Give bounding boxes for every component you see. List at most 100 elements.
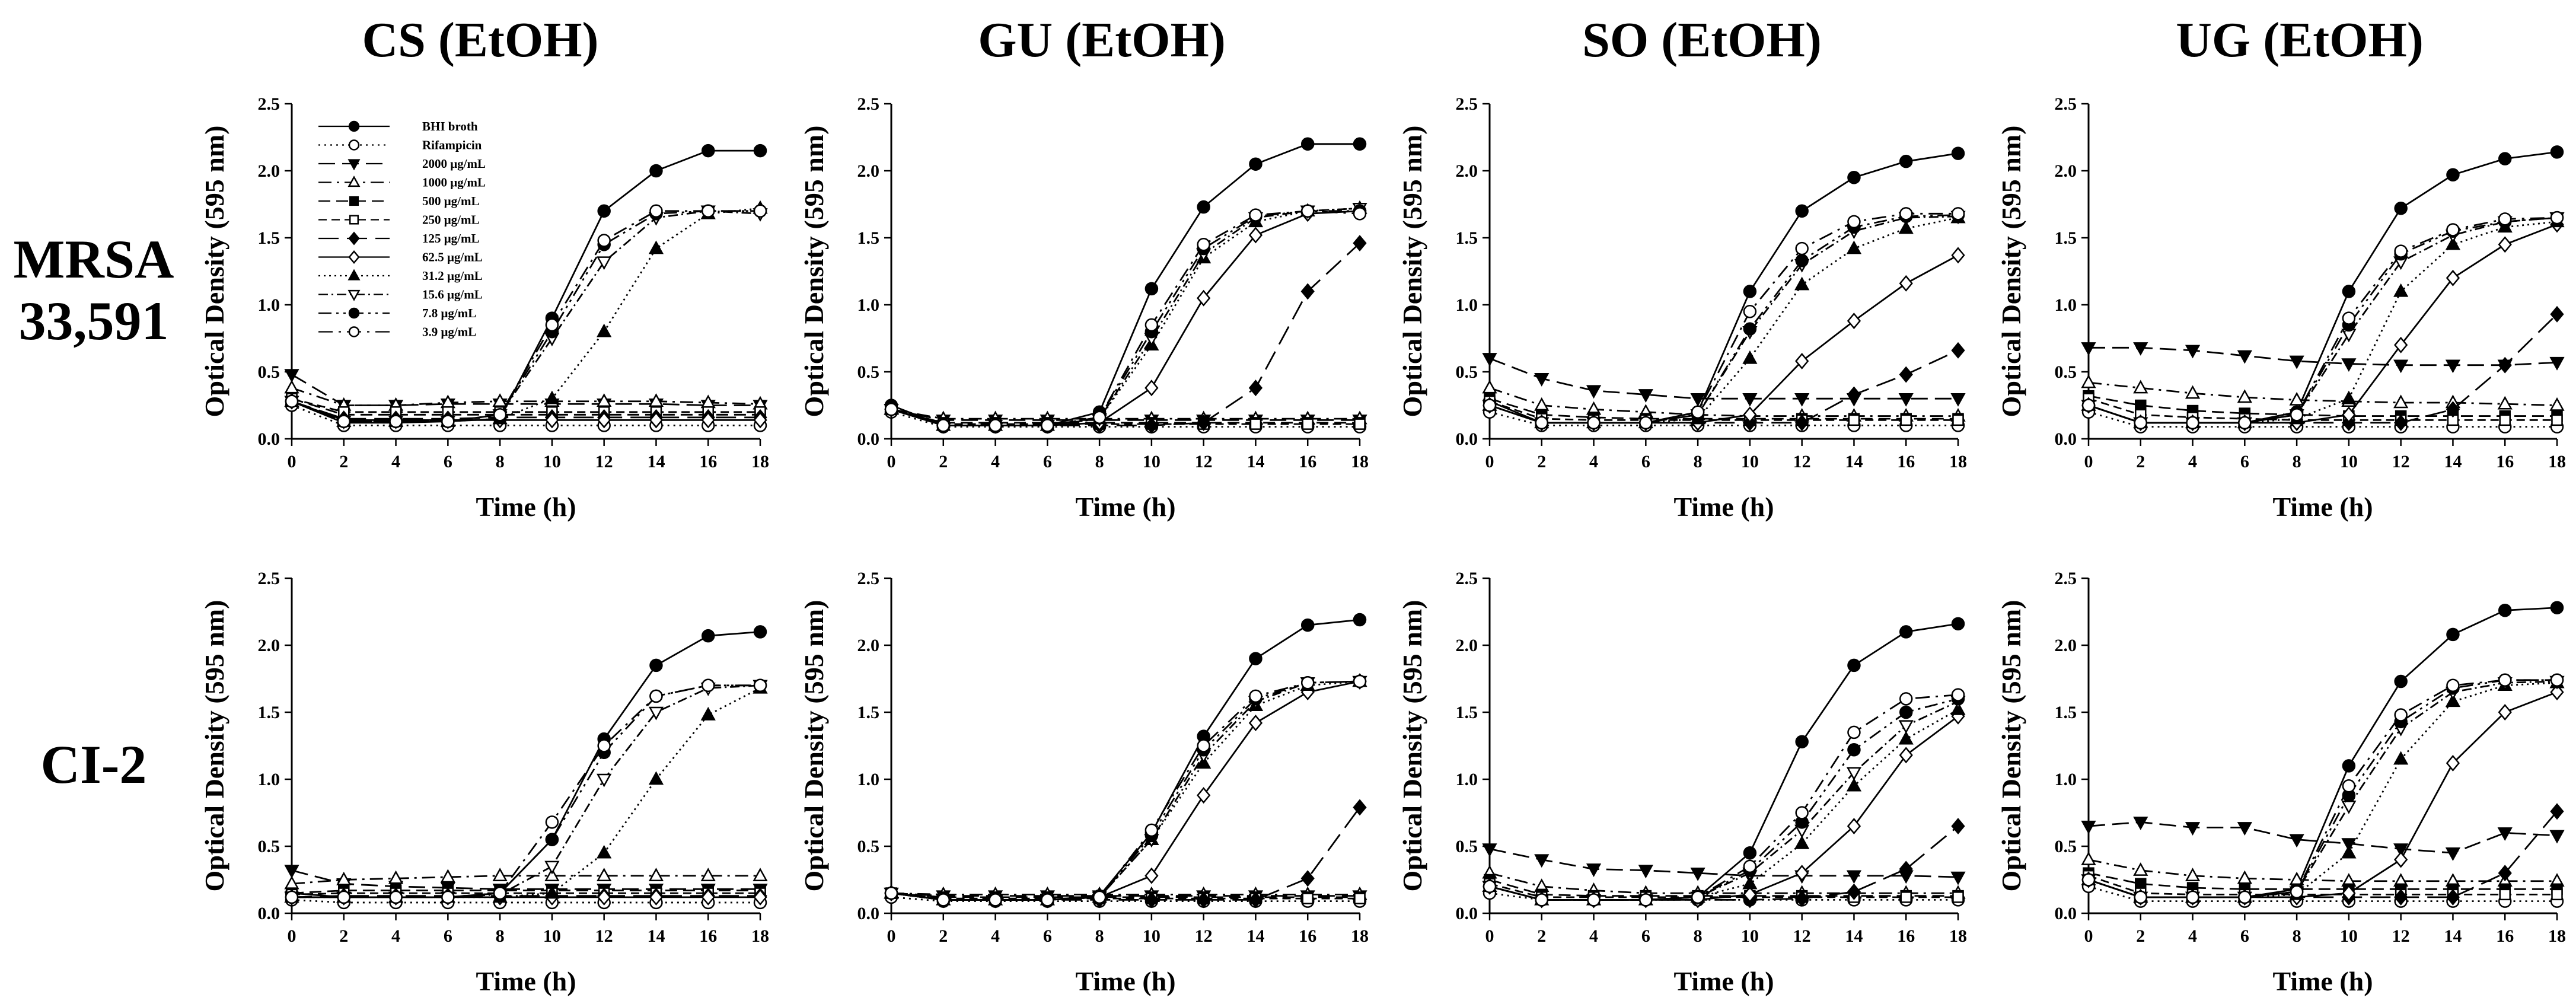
data-point xyxy=(1898,720,1914,734)
data-point xyxy=(2550,673,2564,687)
data-point xyxy=(337,415,351,428)
series-line xyxy=(1489,848,1959,878)
data-point xyxy=(2133,862,2148,876)
series-bhi-broth xyxy=(285,144,767,430)
y-axis-label: Optical Density (595 nm) xyxy=(1397,126,1427,417)
data-point xyxy=(1300,204,1315,218)
x-axis-label: Time (h) xyxy=(476,492,576,522)
legend-label-7p8-ug-ml: 7.8 μg/mL xyxy=(422,306,476,320)
series-line xyxy=(891,892,1360,895)
series-31p2-ug-ml xyxy=(884,673,1367,906)
y-tick-label: 1.0 xyxy=(857,770,880,789)
x-tick-label: 8 xyxy=(2293,926,2301,946)
series-line xyxy=(292,684,760,898)
data-point xyxy=(1248,227,1263,244)
series-1000-ug-ml xyxy=(2081,852,2565,887)
data-point xyxy=(1899,705,1913,719)
series-line xyxy=(891,210,1360,426)
data-point xyxy=(1249,208,1263,222)
y-tick-label: 1.0 xyxy=(258,295,280,315)
series-line xyxy=(2088,681,2558,898)
x-tick-label: 10 xyxy=(1143,926,1161,946)
y-tick-label: 1.5 xyxy=(1456,228,1478,248)
data-point xyxy=(884,403,898,416)
data-point xyxy=(1795,806,1809,820)
data-point xyxy=(1743,285,1757,298)
column-title-so: SO (EtOH) xyxy=(1582,12,1822,68)
data-point xyxy=(2394,888,2408,906)
series-3p9-ug-ml xyxy=(285,678,767,904)
data-point xyxy=(2446,223,2460,237)
y-tick-label: 0.5 xyxy=(857,362,880,382)
y-tick-label: 1.5 xyxy=(857,703,880,722)
series-line xyxy=(1489,387,1958,417)
data-point xyxy=(440,869,455,883)
data-point xyxy=(1144,380,1159,397)
data-point xyxy=(1691,405,1705,419)
data-point xyxy=(2186,890,2199,904)
row-labels: MRSA 33,591 CI-2 xyxy=(14,229,174,795)
data-point xyxy=(2394,414,2408,431)
data-point xyxy=(1899,625,1913,639)
data-point xyxy=(2394,674,2408,689)
x-tick-label: 8 xyxy=(1694,926,1703,946)
data-point xyxy=(701,412,715,429)
data-point xyxy=(597,234,611,247)
legend-marker xyxy=(348,120,360,132)
legend-label-62p5-ug-ml: 62.5 μg/mL xyxy=(422,250,483,264)
chart-panel-5: 0 2 4 6 8 10 12 14 16 18 0.0 0.5 1.0 1.5 2.0 2.5 Time (h… xyxy=(199,569,769,996)
data-point xyxy=(649,689,663,703)
data-point xyxy=(2185,822,2201,836)
data-point xyxy=(2550,684,2564,701)
x-tick-label: 14 xyxy=(1246,452,1264,471)
data-point xyxy=(545,833,559,846)
data-point xyxy=(1197,891,1211,909)
series-line xyxy=(291,400,760,421)
x-tick-label: 16 xyxy=(699,452,717,471)
data-point xyxy=(2342,285,2356,298)
x-tick-label: 2 xyxy=(339,452,348,471)
data-point xyxy=(1899,747,1913,764)
data-point xyxy=(284,369,299,383)
legend-label-125-ug-ml: 125 μg/mL xyxy=(422,231,480,246)
data-point xyxy=(2498,356,2512,374)
series-line xyxy=(891,408,1360,420)
data-point xyxy=(2551,888,2563,901)
data-point xyxy=(2445,693,2461,707)
data-point xyxy=(1144,417,1159,434)
data-point xyxy=(1587,416,1601,430)
data-point xyxy=(2237,350,2252,364)
data-point xyxy=(2446,888,2460,906)
y-tick-label: 1.0 xyxy=(857,295,880,315)
y-tick-label: 0.5 xyxy=(857,837,880,856)
data-point xyxy=(2498,212,2512,226)
y-axis-label: Optical Density (595 nm) xyxy=(1397,600,1427,892)
series-line xyxy=(291,397,760,416)
data-point xyxy=(597,323,612,337)
x-tick-label: 18 xyxy=(1351,452,1369,471)
data-point xyxy=(1846,777,1862,792)
data-point xyxy=(2499,414,2511,426)
data-point xyxy=(1951,688,1965,702)
data-point xyxy=(493,408,507,422)
data-point xyxy=(1534,854,1550,868)
series-line xyxy=(1489,715,1959,901)
data-point xyxy=(1249,157,1263,171)
data-point xyxy=(544,860,560,875)
x-tick-label: 2 xyxy=(339,926,348,946)
y-tick-label: 0.0 xyxy=(2055,429,2077,449)
data-point xyxy=(2133,342,2148,356)
series-7p8-ug-ml xyxy=(1483,208,1965,430)
y-tick-label: 2.5 xyxy=(857,569,880,588)
series-62p5-ug-ml xyxy=(2081,216,2564,431)
y-tick-label: 0.0 xyxy=(258,429,280,449)
data-point xyxy=(1743,859,1757,874)
legend-label-rifampicin: Rifampicin xyxy=(422,138,482,152)
x-tick-label: 14 xyxy=(1845,926,1863,946)
series-bhi-broth xyxy=(1483,146,1965,430)
data-point xyxy=(989,419,1002,432)
y-tick-label: 2.0 xyxy=(2055,161,2077,181)
series-3p9-ug-ml xyxy=(2081,211,2564,430)
series-line xyxy=(291,210,760,423)
series-125-ug-ml xyxy=(1483,342,1965,431)
